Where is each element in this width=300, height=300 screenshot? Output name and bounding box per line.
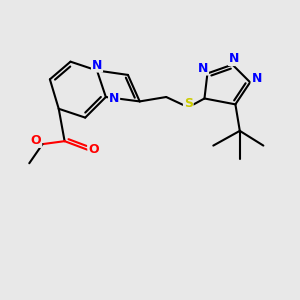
Text: S: S — [184, 97, 193, 110]
Text: N: N — [92, 59, 102, 72]
Text: N: N — [251, 72, 262, 85]
Text: N: N — [198, 61, 208, 75]
Text: N: N — [229, 52, 239, 65]
Text: O: O — [88, 143, 99, 157]
Text: O: O — [31, 134, 41, 147]
Text: N: N — [109, 92, 119, 105]
